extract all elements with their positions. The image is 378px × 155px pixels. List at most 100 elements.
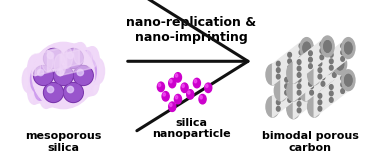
Ellipse shape [341, 57, 344, 61]
Ellipse shape [322, 56, 333, 72]
Ellipse shape [73, 49, 84, 73]
Ellipse shape [299, 44, 303, 48]
Polygon shape [46, 43, 81, 77]
Ellipse shape [320, 42, 324, 47]
Ellipse shape [287, 80, 300, 101]
Circle shape [45, 84, 62, 102]
Ellipse shape [324, 76, 331, 88]
Ellipse shape [175, 96, 178, 99]
Ellipse shape [303, 75, 310, 86]
Ellipse shape [82, 68, 93, 92]
Ellipse shape [308, 51, 312, 55]
Ellipse shape [34, 59, 45, 83]
Ellipse shape [318, 100, 322, 105]
Ellipse shape [320, 73, 324, 77]
Ellipse shape [345, 42, 352, 54]
Ellipse shape [296, 69, 300, 73]
Ellipse shape [182, 84, 184, 88]
Ellipse shape [34, 76, 45, 100]
Ellipse shape [321, 54, 334, 75]
Ellipse shape [318, 74, 322, 79]
Ellipse shape [308, 54, 322, 75]
Ellipse shape [333, 66, 336, 71]
Ellipse shape [308, 75, 312, 80]
Circle shape [47, 52, 54, 59]
Circle shape [67, 52, 74, 59]
Ellipse shape [333, 60, 336, 64]
Circle shape [64, 83, 83, 102]
Ellipse shape [170, 80, 172, 83]
Polygon shape [58, 47, 93, 81]
Ellipse shape [28, 79, 40, 104]
Polygon shape [36, 59, 66, 92]
Ellipse shape [322, 38, 333, 55]
Ellipse shape [174, 73, 181, 82]
Ellipse shape [301, 40, 312, 56]
Ellipse shape [57, 67, 70, 93]
Ellipse shape [86, 47, 98, 68]
Polygon shape [306, 54, 340, 101]
Circle shape [74, 66, 92, 84]
Ellipse shape [43, 78, 54, 102]
Ellipse shape [321, 82, 325, 86]
Ellipse shape [187, 90, 194, 99]
Ellipse shape [322, 73, 333, 90]
Ellipse shape [32, 42, 94, 109]
Ellipse shape [324, 76, 331, 88]
Ellipse shape [301, 72, 312, 89]
Ellipse shape [297, 77, 301, 82]
Polygon shape [58, 70, 93, 104]
Ellipse shape [199, 94, 206, 104]
Polygon shape [314, 70, 348, 117]
Circle shape [43, 49, 64, 68]
Circle shape [34, 66, 53, 85]
Polygon shape [48, 70, 79, 102]
Ellipse shape [341, 76, 344, 80]
Ellipse shape [307, 60, 311, 64]
Polygon shape [314, 38, 348, 85]
Polygon shape [29, 58, 64, 93]
Ellipse shape [333, 54, 347, 75]
Ellipse shape [61, 59, 72, 83]
Polygon shape [60, 47, 92, 76]
Ellipse shape [57, 58, 70, 84]
Ellipse shape [345, 42, 352, 54]
Ellipse shape [308, 96, 321, 117]
Ellipse shape [157, 82, 164, 92]
Ellipse shape [285, 77, 288, 82]
Circle shape [45, 49, 62, 67]
Polygon shape [273, 70, 307, 117]
Ellipse shape [336, 58, 344, 70]
Ellipse shape [296, 75, 300, 80]
Ellipse shape [162, 92, 169, 101]
Ellipse shape [297, 66, 301, 71]
Ellipse shape [299, 76, 303, 80]
Ellipse shape [320, 49, 324, 53]
Ellipse shape [318, 93, 322, 98]
Ellipse shape [341, 89, 344, 93]
Ellipse shape [320, 90, 324, 95]
Ellipse shape [342, 38, 355, 58]
Ellipse shape [321, 36, 334, 57]
Ellipse shape [73, 70, 84, 94]
Circle shape [43, 83, 64, 102]
Ellipse shape [61, 47, 73, 68]
Text: mesoporous
silica: mesoporous silica [25, 131, 102, 153]
Ellipse shape [297, 73, 301, 77]
Ellipse shape [308, 99, 312, 104]
Circle shape [64, 49, 83, 68]
Ellipse shape [51, 79, 64, 104]
Ellipse shape [330, 65, 333, 70]
Polygon shape [293, 54, 327, 101]
Ellipse shape [85, 59, 96, 83]
Circle shape [57, 69, 64, 76]
Ellipse shape [42, 50, 53, 72]
Ellipse shape [181, 83, 188, 93]
Ellipse shape [28, 56, 40, 81]
Ellipse shape [175, 74, 178, 77]
Ellipse shape [297, 60, 301, 64]
Ellipse shape [308, 64, 321, 85]
Polygon shape [48, 49, 79, 81]
Ellipse shape [51, 76, 62, 100]
Ellipse shape [87, 47, 99, 72]
